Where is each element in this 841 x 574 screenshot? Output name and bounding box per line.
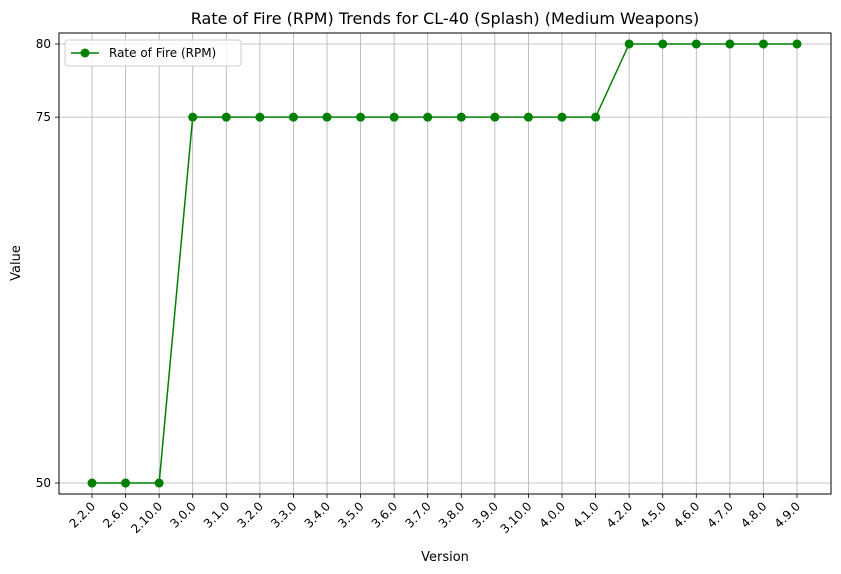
x-tick-label: 3.5.0 <box>335 499 366 530</box>
legend: Rate of Fire (RPM) <box>64 39 242 67</box>
y-tick-label: 50 <box>36 476 51 490</box>
y-tick-label: 75 <box>36 110 51 124</box>
y-axis-label: Value <box>9 245 24 281</box>
x-tick-label: 2.6.0 <box>100 499 131 530</box>
y-tick-label: 80 <box>36 37 51 51</box>
legend-box <box>64 39 242 67</box>
data-point <box>87 478 97 488</box>
x-tick-label: 3.9.0 <box>469 499 500 530</box>
x-tick-label: 4.5.0 <box>637 499 668 530</box>
x-tick-label: 2.10.0 <box>128 499 165 536</box>
data-point <box>792 39 802 49</box>
data-point <box>121 478 131 488</box>
x-axis-label: Version <box>421 550 469 565</box>
x-tick-label: 3.3.0 <box>268 499 299 530</box>
data-point <box>188 112 198 122</box>
data-point <box>389 112 399 122</box>
x-tick-label: 4.9.0 <box>772 499 803 530</box>
x-tick-label: 3.4.0 <box>302 499 333 530</box>
chart-title: Rate of Fire (RPM) Trends for CL-40 (Spl… <box>191 9 700 28</box>
x-axis-ticks: 2.2.0 2.6.02.10.0 3.0.0 3.1.0 3.2.0 3.3.0 3.4.… <box>67 494 803 536</box>
y-axis-ticks: 50 75 80 <box>36 37 59 490</box>
x-tick-label: 4.7.0 <box>704 499 735 530</box>
x-tick-label: 3.0.0 <box>167 499 198 530</box>
x-tick-label: 4.0.0 <box>537 499 568 530</box>
data-point <box>591 112 601 122</box>
data-point <box>624 39 634 49</box>
x-tick-label: 3.10.0 <box>498 499 535 536</box>
data-point <box>221 112 231 122</box>
x-tick-label: 3.7.0 <box>402 499 433 530</box>
x-tick-label: 4.2.0 <box>604 499 635 530</box>
data-point <box>423 112 433 122</box>
data-point <box>490 112 500 122</box>
data-point <box>154 478 164 488</box>
series-line <box>92 43 797 484</box>
x-tick-label: 4.8.0 <box>738 499 769 530</box>
data-point <box>691 39 701 49</box>
data-point <box>658 39 668 49</box>
data-point <box>758 39 768 49</box>
data-point <box>523 112 533 122</box>
data-point <box>557 112 567 122</box>
data-point <box>356 112 366 122</box>
x-tick-label: 3.1.0 <box>201 499 232 530</box>
x-tick-label: 2.2.0 <box>67 499 98 530</box>
legend-marker-sample <box>80 48 90 58</box>
legend-entry-label: Rate of Fire (RPM) <box>109 46 216 60</box>
data-point <box>322 112 332 122</box>
x-tick-label: 3.2.0 <box>234 499 265 530</box>
series-layer <box>87 39 802 488</box>
data-point <box>456 112 466 122</box>
x-tick-label: 3.6.0 <box>369 499 400 530</box>
data-point <box>288 112 298 122</box>
grid <box>59 33 831 494</box>
data-point <box>255 112 265 122</box>
x-tick-label: 4.6.0 <box>671 499 702 530</box>
plot-frame <box>58 32 832 495</box>
x-tick-label: 3.8.0 <box>436 499 467 530</box>
x-tick-label: 4.1.0 <box>570 499 601 530</box>
data-point <box>725 39 735 49</box>
